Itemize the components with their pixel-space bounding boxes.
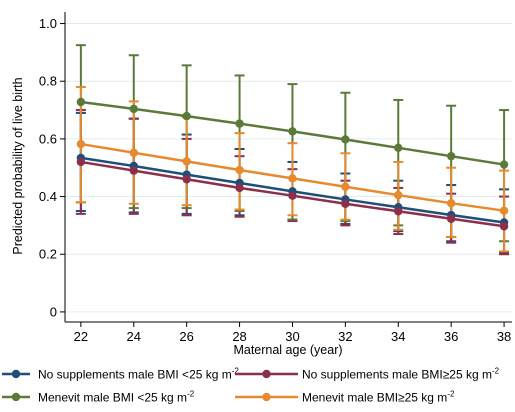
y-tick-label: 0.2 (39, 247, 57, 262)
y-tick-label: 0.6 (39, 131, 57, 146)
legend-label: Menevit male BMI <25 kg m-2 (38, 390, 195, 405)
data-point (341, 135, 350, 144)
axes (64, 12, 512, 323)
data-point (182, 111, 191, 121)
y-tick-label: 1.0 (39, 16, 57, 31)
x-axis-title: Maternal age (year) (233, 343, 342, 357)
legend-swatch-marker (11, 392, 21, 402)
data-point (129, 166, 138, 175)
legend-swatch-marker (262, 369, 271, 379)
x-tick-label: 34 (391, 329, 405, 344)
x-tick-label: 36 (444, 329, 458, 344)
data-point (499, 160, 509, 169)
legend-swatch-marker (11, 369, 21, 379)
legend: No supplements male BMI <25 kg m-2 No sup… (2, 367, 500, 405)
axis-ticks: 0 0.2 0.4 0.6 0.8 1.0 22 24 26 28 30 32 34 36 38 (39, 16, 511, 344)
data-point (446, 214, 456, 223)
data-point (235, 183, 244, 193)
data-point (288, 191, 297, 200)
data-point (235, 119, 244, 128)
legend-label: No supplements male BMI≥25 kg m-2 (302, 367, 500, 382)
series-points (76, 97, 509, 231)
data-point (499, 206, 509, 215)
data-point (129, 104, 138, 114)
x-tick-label: 28 (232, 329, 246, 344)
legend-label: Menevit male BMI≥25 kg m-2 (302, 390, 455, 405)
x-tick-label: 30 (285, 329, 299, 344)
x-tick-label: 32 (338, 329, 352, 344)
data-point (129, 148, 138, 157)
y-tick-label: 0 (50, 304, 57, 319)
data-point (394, 143, 403, 153)
data-point (288, 174, 297, 183)
data-point (288, 127, 297, 136)
data-point (235, 165, 244, 175)
y-tick-label: 0.8 (39, 74, 57, 89)
y-tick-label: 0.4 (39, 189, 57, 204)
x-tick-label: 26 (179, 329, 193, 344)
x-tick-label: 38 (497, 329, 511, 344)
error-bars (75, 44, 510, 256)
data-point (394, 207, 403, 216)
data-point (446, 198, 456, 208)
data-point (341, 199, 350, 208)
y-axis-title: Predicted probability of live birth (11, 77, 25, 254)
data-point (76, 97, 86, 107)
x-tick-label: 24 (127, 329, 141, 344)
data-point (182, 175, 191, 184)
data-point (76, 157, 86, 167)
legend-swatch-marker (262, 392, 271, 402)
x-tick-label: 22 (74, 329, 88, 344)
data-point (76, 139, 86, 149)
data-point (182, 157, 191, 166)
data-point (394, 190, 403, 200)
legend-label: No supplements male BMI <25 kg m-2 (38, 367, 239, 382)
data-point (341, 182, 350, 191)
data-point (499, 222, 509, 231)
data-point (446, 151, 456, 161)
